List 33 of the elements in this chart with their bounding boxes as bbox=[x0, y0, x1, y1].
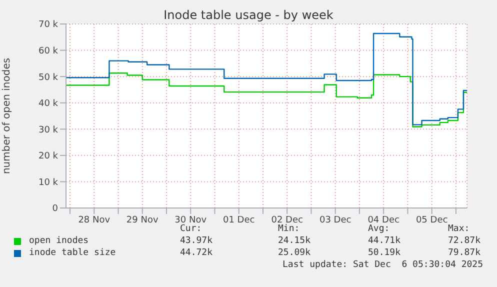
text: 44.72k bbox=[180, 248, 213, 258]
text: 24.15k bbox=[278, 236, 311, 246]
text: 43.97k bbox=[180, 236, 213, 246]
x-tick-label: 03 Dec bbox=[319, 215, 352, 226]
y-tick-label: 40 k bbox=[38, 99, 59, 110]
y-tick-label: 0 bbox=[52, 204, 58, 214]
text: 25.09k bbox=[278, 248, 311, 258]
x-tick-label: 02 Dec bbox=[271, 215, 304, 226]
legend-label: open inodes bbox=[28, 236, 89, 246]
y-tick-label: 60 k bbox=[38, 46, 59, 56]
y-tick-label: 20 k bbox=[38, 152, 59, 162]
text: Last update: Sat Dec 6 05:30:04 2025 bbox=[282, 260, 483, 270]
x-tick-label: 05 Dec bbox=[416, 215, 448, 226]
x-tick-label: 29 Nov bbox=[126, 215, 159, 226]
x-tick-label: 30 Nov bbox=[174, 215, 208, 226]
x-tick-label: 04 Dec bbox=[368, 215, 400, 226]
legend-label: inode table size bbox=[28, 248, 116, 258]
y-tick-label: 30 k bbox=[38, 125, 59, 136]
text: Avg: bbox=[368, 224, 390, 234]
y-tick-label: 10 k bbox=[38, 178, 59, 188]
text: Cur: bbox=[180, 224, 202, 234]
y-tick-label: 70 k bbox=[38, 20, 59, 30]
x-tick-label: 01 Dec bbox=[222, 215, 255, 226]
text: 79.87k bbox=[448, 248, 481, 258]
y-tick-label: 50 k bbox=[38, 72, 59, 83]
y-axis-title: number of open inodes bbox=[2, 58, 13, 174]
text: Max: bbox=[448, 224, 470, 234]
text: 44.71k bbox=[368, 236, 401, 246]
text: Min: bbox=[278, 224, 300, 234]
chart-title: Inode table usage - by week bbox=[162, 8, 334, 22]
x-tick-label: 28 Nov bbox=[78, 215, 111, 226]
text: 72.87k bbox=[448, 236, 481, 246]
text: 50.19k bbox=[368, 248, 401, 258]
